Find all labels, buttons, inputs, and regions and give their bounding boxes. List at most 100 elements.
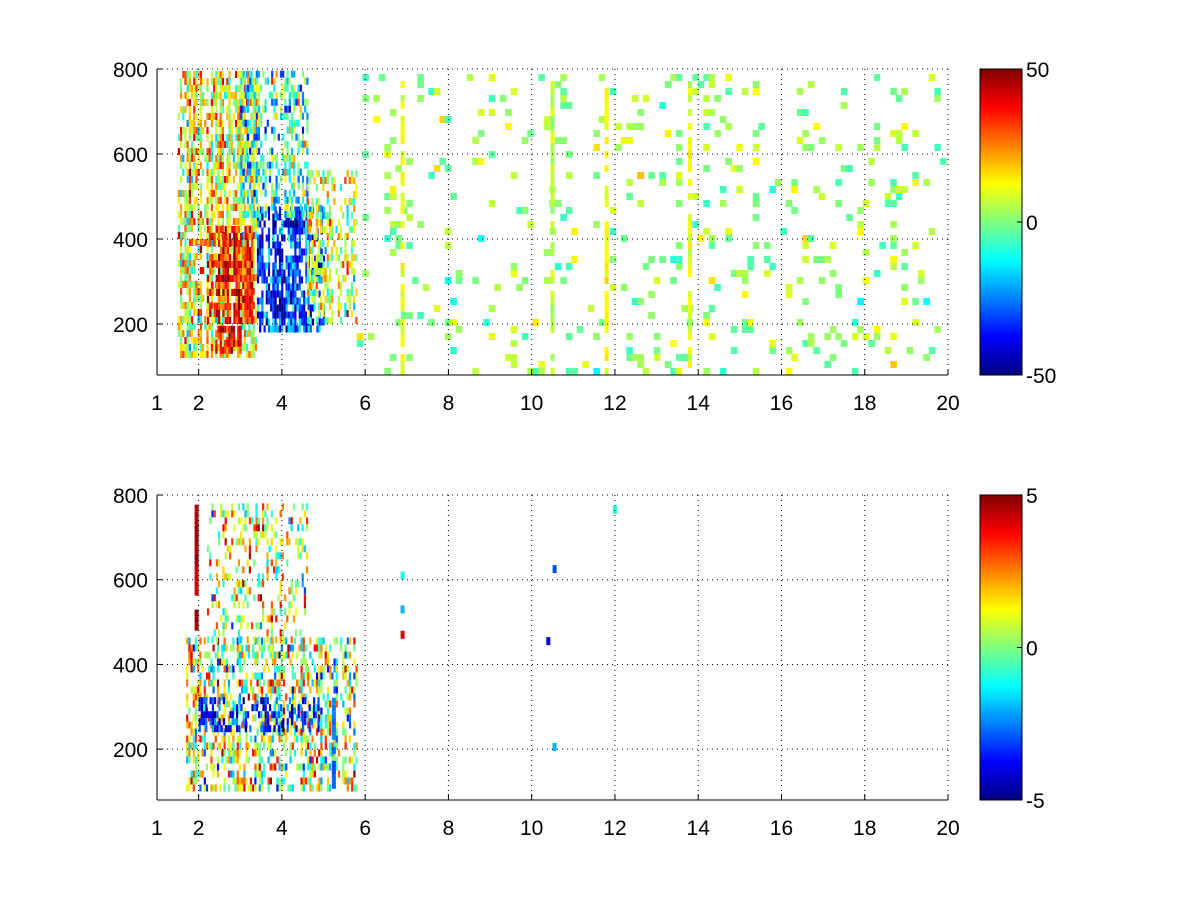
heatmap-cell (303, 587, 306, 595)
heatmap-cell (256, 269, 260, 277)
heatmap-cell (188, 204, 191, 211)
heatmap-cell (306, 198, 310, 205)
heatmap-cell (315, 672, 319, 680)
heatmap-cell (230, 346, 233, 354)
heatmap-cell (675, 74, 683, 81)
heatmap-cell (222, 510, 225, 518)
heatmap-cell (193, 267, 196, 274)
heatmap-cell (280, 658, 283, 666)
heatmap-cell (248, 552, 251, 560)
heatmap-cell (203, 749, 206, 757)
heatmap-cell (276, 269, 279, 277)
heatmap-cell (283, 269, 286, 277)
heatmap-cell (195, 295, 198, 302)
heatmap-cell (290, 196, 294, 204)
heatmap-cell (293, 175, 296, 183)
heatmap-cell (213, 113, 216, 120)
heatmap-cell (329, 672, 332, 680)
heatmap-cell (274, 304, 277, 312)
heatmap-cell (219, 92, 222, 99)
heatmap-cell (313, 268, 316, 275)
heatmap-cell (307, 679, 310, 687)
heatmap-cell (216, 770, 220, 778)
heatmap-cell (280, 784, 283, 792)
heatmap-cell (272, 213, 275, 221)
heatmap-cell (791, 186, 798, 193)
heatmap-cell (280, 644, 283, 652)
heatmap-cell (813, 347, 820, 354)
heatmap-cell (221, 155, 224, 162)
heatmap-cell (240, 182, 243, 190)
heatmap-cell (195, 127, 198, 134)
heatmap-cell (282, 742, 286, 750)
heatmap-cell (242, 282, 245, 289)
heatmap-cell (355, 317, 358, 324)
heatmap-cell (353, 219, 356, 226)
x-tick-label: 18 (853, 817, 876, 840)
heatmap-cell (333, 686, 336, 694)
heatmap-cell (686, 319, 694, 326)
heatmap-cell (250, 351, 253, 358)
heatmap-cell (230, 141, 233, 148)
heatmap-cell (229, 711, 232, 719)
heatmap-cell (286, 725, 289, 733)
heatmap-cell (296, 220, 299, 228)
heatmap-cell (226, 254, 229, 261)
heatmap-cell (337, 296, 340, 303)
heatmap-cell (240, 587, 243, 595)
heatmap-cell (248, 127, 251, 134)
heatmap-cell (222, 254, 225, 261)
heatmap-cell (346, 651, 349, 659)
heatmap-cell (180, 141, 183, 148)
heatmap-cell (439, 158, 446, 165)
heatmap-cell (186, 190, 189, 197)
heatmap-cell (220, 503, 223, 511)
heatmap-cell (237, 317, 240, 324)
heatmap-cell (250, 71, 253, 78)
heatmap-cell (278, 269, 282, 277)
heatmap-cell (333, 184, 336, 191)
heatmap-cell (186, 78, 189, 85)
heatmap-cell (264, 126, 267, 134)
x-tick-label: 18 (853, 392, 876, 415)
heatmap-cell (244, 189, 247, 197)
heatmap-cell (291, 742, 294, 750)
heatmap-cell (395, 319, 402, 326)
heatmap-cell (302, 693, 305, 701)
heatmap-cell (197, 330, 200, 337)
heatmap-cell (543, 249, 551, 256)
heatmap-cell (188, 288, 191, 295)
heatmap-cell (186, 148, 189, 155)
heatmap-cell (284, 608, 287, 616)
heatmap-cell (180, 106, 183, 113)
heatmap-cell (318, 693, 321, 701)
heatmap-cell (209, 226, 212, 233)
heatmap-cell (324, 212, 327, 219)
heatmap-cell (785, 200, 793, 207)
heatmap-cell (177, 134, 180, 141)
heatmap-cell (824, 361, 831, 368)
heatmap-cell (337, 254, 340, 261)
heatmap-cell (246, 268, 249, 275)
heatmap-cell (248, 303, 251, 310)
heatmap-cell (261, 262, 264, 270)
heatmap-cell (215, 275, 218, 282)
heatmap-cell (298, 644, 301, 652)
heatmap-cell (928, 347, 936, 354)
heatmap-cell (802, 298, 809, 305)
heatmap-cell (273, 189, 276, 197)
heatmap-cell (223, 637, 226, 645)
heatmap-cell (235, 71, 238, 78)
heatmap-cell (204, 225, 207, 232)
heatmap-cell (276, 325, 279, 333)
heatmap-cell (297, 182, 300, 190)
heatmap-cell (241, 190, 244, 197)
heatmap-cell (626, 333, 633, 340)
heatmap-cell (215, 261, 218, 268)
heatmap-cell (237, 503, 240, 511)
heatmap-cell (244, 510, 247, 518)
heatmap-cell (741, 277, 749, 284)
heatmap-cell (244, 545, 247, 553)
heatmap-cell (288, 175, 291, 183)
heatmap-cell (217, 204, 220, 211)
